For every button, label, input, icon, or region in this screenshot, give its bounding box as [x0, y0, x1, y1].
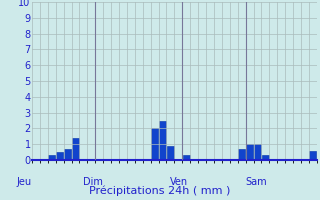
Bar — [262, 155, 269, 160]
Bar — [64, 149, 71, 160]
Bar — [159, 120, 166, 160]
Text: Dim: Dim — [83, 177, 103, 187]
Bar — [48, 155, 55, 160]
Bar — [183, 155, 190, 160]
Bar — [167, 146, 174, 160]
Text: Sam: Sam — [245, 177, 267, 187]
Bar — [254, 144, 261, 160]
Bar — [309, 151, 316, 160]
Text: Précipitations 24h ( mm ): Précipitations 24h ( mm ) — [89, 186, 231, 196]
Bar — [151, 128, 158, 160]
Bar — [238, 149, 245, 160]
Text: Jeu: Jeu — [16, 177, 32, 187]
Bar — [56, 152, 63, 160]
Text: Ven: Ven — [170, 177, 188, 187]
Bar — [72, 138, 79, 160]
Bar — [246, 144, 253, 160]
